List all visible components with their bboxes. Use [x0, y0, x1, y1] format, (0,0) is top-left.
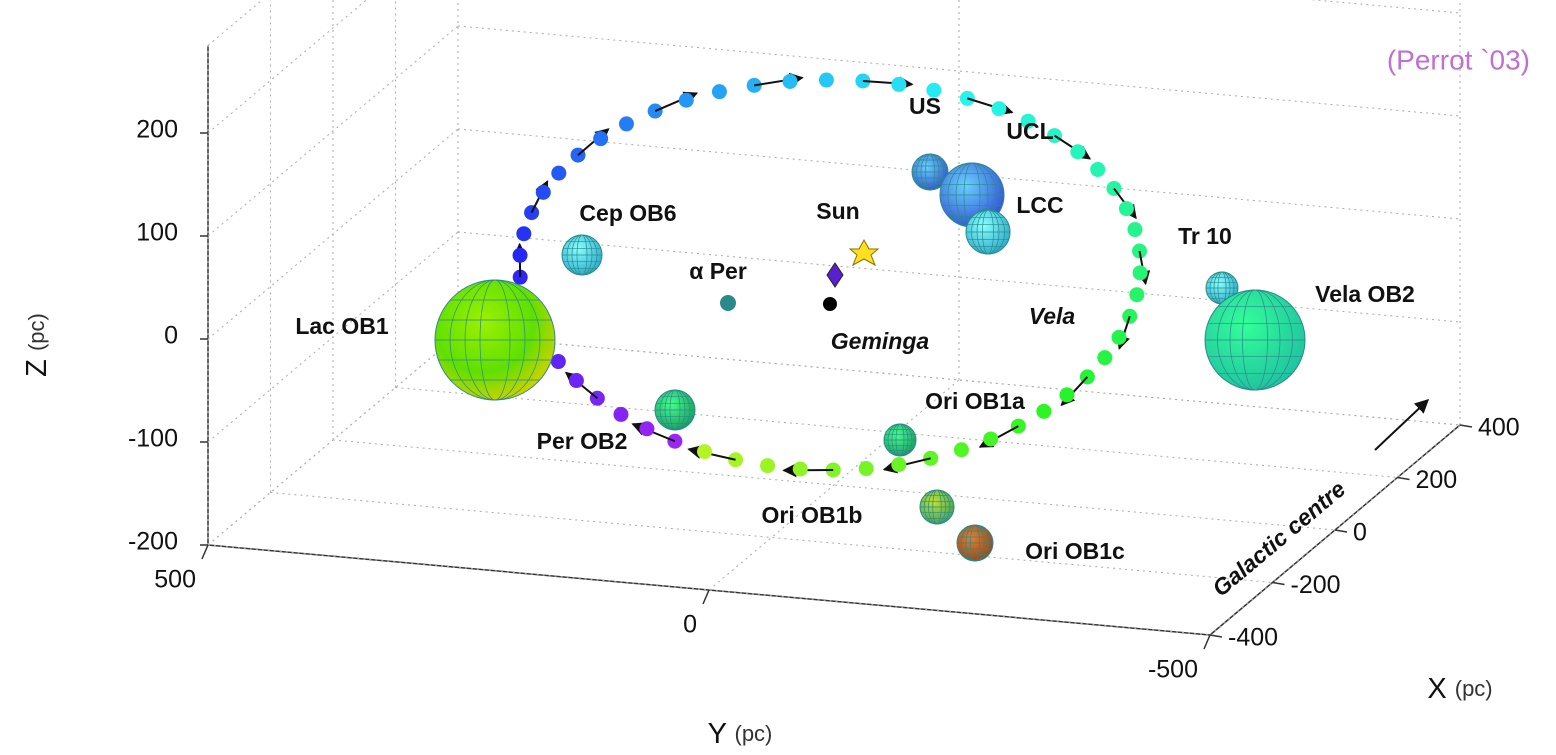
y-unit: (pc) — [735, 721, 773, 746]
x-tick-label: -400 — [1228, 624, 1278, 652]
geminga-marker — [823, 297, 837, 311]
orbit-dot — [1127, 222, 1142, 237]
orbit-dot — [1133, 265, 1148, 280]
z-unit: (pc) — [24, 313, 49, 351]
z-tick-label: -100 — [128, 425, 178, 453]
y-tick — [1204, 635, 1210, 649]
orbit-dot — [712, 84, 727, 99]
z-tick-label: -200 — [128, 528, 178, 556]
orbit-dot — [1129, 287, 1144, 302]
object-label: UCL — [1006, 118, 1053, 144]
object-label: Ori OB1a — [925, 388, 1025, 414]
orbit-dot — [1059, 387, 1074, 402]
orbit-dot — [783, 74, 798, 89]
y-tick-label: 500 — [154, 566, 196, 594]
x-axis-title: X (pc) — [1427, 673, 1492, 705]
orbit-dot — [551, 166, 566, 181]
orbit-dot — [619, 116, 634, 131]
orbit-dot — [954, 442, 969, 457]
orbit-dot — [613, 407, 628, 422]
object-label: Per OB2 — [537, 428, 628, 454]
object-label: Ori OB1b — [762, 502, 863, 528]
velocity-arrow — [884, 458, 931, 469]
x-tick — [1398, 478, 1410, 480]
orbit-dot — [697, 444, 712, 459]
alpha-per-marker — [720, 295, 736, 311]
orbit-dot — [760, 458, 775, 473]
orbit-dot — [516, 226, 531, 241]
x-tick — [1273, 583, 1285, 585]
y-label: Y — [708, 718, 727, 750]
x-tick-label: -200 — [1291, 571, 1341, 599]
orbit-dot — [1036, 404, 1051, 419]
z-label: Z — [21, 359, 53, 377]
x-tick-label: 200 — [1416, 466, 1458, 494]
orbit-dot — [536, 185, 551, 200]
orbit-dot — [793, 462, 808, 477]
y-tick-label: 0 — [683, 611, 697, 639]
z-axis-title: Z (pc) — [21, 313, 53, 377]
orbit-dot — [679, 93, 694, 108]
object-label: Ori OB1c — [1025, 538, 1125, 564]
orbit-dot — [1112, 330, 1127, 345]
z-tick-label: 0 — [164, 322, 178, 350]
x-unit: (pc) — [1455, 676, 1493, 701]
orbit-dot — [859, 461, 874, 476]
orbit-dot — [891, 457, 906, 472]
orbit-dot — [1090, 162, 1105, 177]
y-tick-label: -500 — [1148, 656, 1198, 684]
y-tick — [202, 545, 208, 559]
x-tick — [1210, 635, 1222, 637]
object-label: Vela — [1029, 303, 1076, 329]
x-tick-label: 400 — [1478, 414, 1520, 442]
y-tick — [703, 590, 709, 604]
z-tick-label: 200 — [136, 116, 178, 144]
x-tick-label: 0 — [1353, 519, 1367, 547]
galactic-arrow — [1375, 400, 1428, 450]
orbit-dot — [819, 73, 834, 88]
object-label: Vela OB2 — [1315, 281, 1415, 307]
object-label: US — [909, 93, 941, 119]
object-label: Cep OB6 — [579, 200, 676, 226]
x-label: X — [1427, 673, 1446, 705]
orbit-dot — [891, 77, 906, 92]
object-label: Sun — [816, 198, 859, 224]
z-tick-label: 100 — [136, 219, 178, 247]
x-tick — [1460, 425, 1472, 427]
object-label: LCC — [1016, 192, 1063, 218]
orbit-dot — [569, 373, 584, 388]
orbit-dot — [991, 101, 1006, 116]
chart: (Perrot `03) Z (pc) Y (pc) X (pc) -200 -1… — [0, 0, 1556, 755]
orbit-dot — [1070, 144, 1085, 159]
orbit-dot — [1097, 350, 1112, 365]
object-label: Tr 10 — [1178, 223, 1232, 249]
object-label: α Per — [689, 258, 747, 284]
x-tick — [1335, 530, 1347, 532]
velocity-arrow — [689, 449, 736, 460]
orbit-dot — [639, 421, 654, 436]
annotation: (Perrot `03) — [1387, 44, 1530, 75]
orbit-dot — [983, 431, 998, 446]
orbit-dot — [1119, 201, 1134, 216]
object-label: Lac OB1 — [295, 313, 389, 339]
sun-marker — [850, 240, 878, 265]
orbit-dot — [593, 131, 608, 146]
y-axis-title: Y (pc) — [708, 718, 773, 750]
object-label: Geminga — [831, 328, 930, 354]
grid-line — [709, 380, 959, 590]
orbit-dot — [513, 248, 528, 263]
